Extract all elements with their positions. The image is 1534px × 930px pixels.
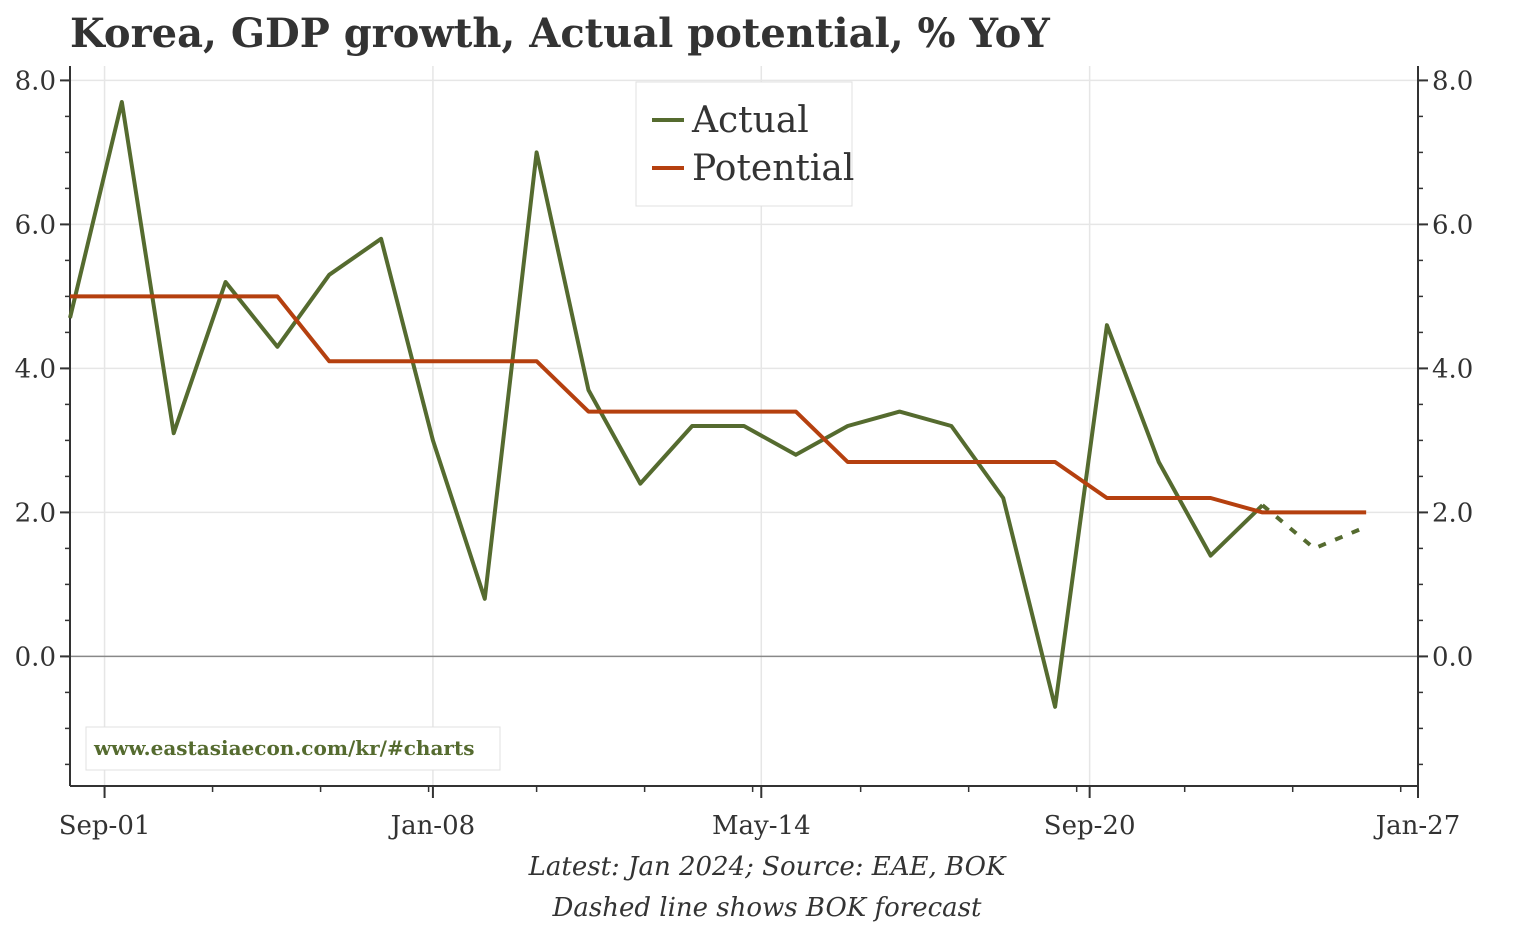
x-tick-label: Jan-27 xyxy=(1373,811,1461,841)
watermark: www.eastasiaecon.com/kr/#charts xyxy=(85,726,501,771)
footnote-source: Latest: Jan 2024; Source: EAE, BOK xyxy=(528,852,1006,882)
legend: Actual Potential xyxy=(635,81,854,207)
watermark-box xyxy=(85,726,501,771)
y-tick-label-right: 4.0 xyxy=(1432,354,1473,384)
legend-box xyxy=(635,81,853,207)
x-tick-label: Sep-01 xyxy=(59,811,151,841)
y-tick-label-right: 0.0 xyxy=(1432,642,1473,672)
axes: 0.0 0.0 2.0 2.0 4.0 4.0 6.0 6.0 8.0 8.0 Sep-01 Jan-… xyxy=(15,66,1473,841)
y-tick-label-left: 8.0 xyxy=(15,66,56,96)
series-line-actual xyxy=(68,100,1264,709)
y-tick-label-right: 2.0 xyxy=(1432,498,1473,528)
watermark-text: www.eastasiaecon.com/kr/#charts xyxy=(93,736,474,760)
footnote-forecast: Dashed line shows BOK forecast xyxy=(552,893,982,923)
y-tick-label-right: 6.0 xyxy=(1432,210,1473,240)
x-tick-label: Jan-08 xyxy=(388,811,476,841)
y-tick-label-left: 2.0 xyxy=(15,498,56,528)
series-lines xyxy=(68,100,1367,709)
series-line-actual-bok-forecast xyxy=(1261,503,1367,551)
legend-label-actual: Actual xyxy=(691,100,809,141)
y-tick-label-right: 8.0 xyxy=(1432,66,1473,96)
series-line-potential xyxy=(70,294,1367,515)
grid-lines xyxy=(70,66,1418,786)
y-tick-label-left: 6.0 xyxy=(15,210,56,240)
chart-title: Korea, GDP growth, Actual potential, % Y… xyxy=(70,10,1050,57)
x-tick-label: May-14 xyxy=(712,811,811,841)
legend-label-potential: Potential xyxy=(692,148,854,189)
y-tick-label-left: 0.0 xyxy=(15,642,56,672)
y-tick-label-left: 4.0 xyxy=(15,354,56,384)
x-tick-label: Sep-20 xyxy=(1044,811,1136,841)
